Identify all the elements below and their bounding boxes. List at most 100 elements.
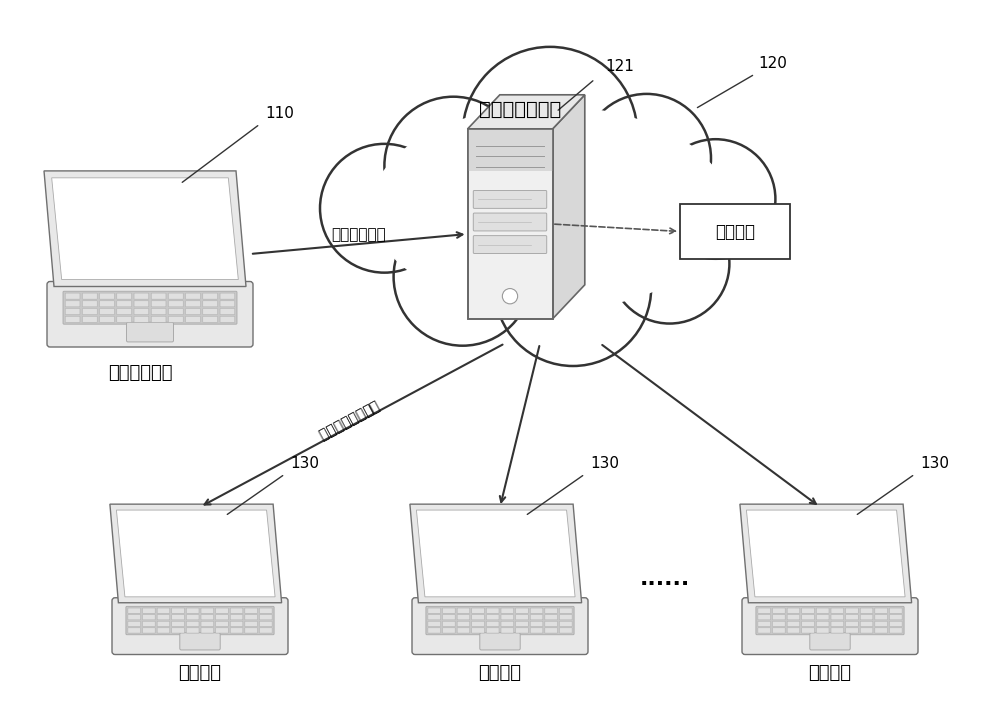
- FancyBboxPatch shape: [201, 621, 214, 626]
- FancyBboxPatch shape: [172, 621, 184, 626]
- Polygon shape: [468, 95, 585, 129]
- FancyBboxPatch shape: [151, 293, 166, 299]
- FancyBboxPatch shape: [100, 308, 114, 315]
- FancyBboxPatch shape: [128, 615, 141, 620]
- Text: 头部诊室: 头部诊室: [178, 664, 222, 682]
- FancyBboxPatch shape: [172, 628, 184, 633]
- FancyBboxPatch shape: [172, 608, 184, 613]
- FancyBboxPatch shape: [443, 615, 455, 620]
- FancyBboxPatch shape: [756, 606, 904, 635]
- FancyBboxPatch shape: [201, 608, 214, 613]
- Circle shape: [384, 96, 522, 235]
- Polygon shape: [410, 504, 582, 603]
- FancyBboxPatch shape: [875, 621, 887, 626]
- FancyBboxPatch shape: [802, 628, 814, 633]
- FancyBboxPatch shape: [816, 608, 829, 613]
- FancyBboxPatch shape: [82, 293, 97, 299]
- FancyBboxPatch shape: [831, 615, 844, 620]
- FancyBboxPatch shape: [100, 316, 114, 322]
- FancyBboxPatch shape: [168, 293, 183, 299]
- FancyBboxPatch shape: [201, 615, 214, 620]
- FancyBboxPatch shape: [530, 615, 543, 620]
- FancyBboxPatch shape: [473, 236, 547, 253]
- FancyBboxPatch shape: [501, 608, 514, 613]
- FancyBboxPatch shape: [875, 628, 887, 633]
- FancyBboxPatch shape: [65, 316, 80, 322]
- FancyBboxPatch shape: [480, 633, 520, 650]
- FancyBboxPatch shape: [157, 628, 170, 633]
- Polygon shape: [552, 95, 585, 319]
- FancyBboxPatch shape: [860, 615, 873, 620]
- FancyBboxPatch shape: [128, 621, 141, 626]
- FancyBboxPatch shape: [245, 615, 257, 620]
- FancyBboxPatch shape: [472, 628, 484, 633]
- FancyBboxPatch shape: [530, 608, 543, 613]
- FancyBboxPatch shape: [846, 615, 858, 620]
- FancyBboxPatch shape: [157, 615, 170, 620]
- Text: 医学影像云平台: 医学影像云平台: [479, 99, 561, 119]
- FancyBboxPatch shape: [203, 308, 218, 315]
- FancyBboxPatch shape: [134, 301, 149, 307]
- FancyBboxPatch shape: [428, 608, 441, 613]
- FancyBboxPatch shape: [259, 621, 272, 626]
- FancyBboxPatch shape: [117, 308, 132, 315]
- FancyBboxPatch shape: [186, 615, 199, 620]
- FancyBboxPatch shape: [127, 322, 174, 342]
- FancyBboxPatch shape: [220, 301, 235, 307]
- FancyBboxPatch shape: [259, 608, 272, 613]
- FancyBboxPatch shape: [486, 628, 499, 633]
- FancyBboxPatch shape: [545, 628, 557, 633]
- FancyBboxPatch shape: [530, 621, 543, 626]
- FancyBboxPatch shape: [245, 621, 257, 626]
- Circle shape: [610, 204, 729, 323]
- FancyBboxPatch shape: [203, 316, 218, 322]
- FancyBboxPatch shape: [889, 628, 902, 633]
- FancyBboxPatch shape: [172, 615, 184, 620]
- FancyBboxPatch shape: [230, 621, 243, 626]
- FancyBboxPatch shape: [457, 621, 470, 626]
- FancyBboxPatch shape: [143, 615, 155, 620]
- FancyBboxPatch shape: [468, 129, 552, 171]
- Polygon shape: [740, 504, 912, 603]
- FancyBboxPatch shape: [143, 621, 155, 626]
- FancyBboxPatch shape: [680, 204, 790, 259]
- FancyBboxPatch shape: [846, 621, 858, 626]
- Circle shape: [582, 94, 711, 223]
- FancyBboxPatch shape: [245, 608, 257, 613]
- FancyBboxPatch shape: [889, 615, 902, 620]
- FancyBboxPatch shape: [559, 628, 572, 633]
- FancyBboxPatch shape: [472, 608, 484, 613]
- FancyBboxPatch shape: [180, 633, 220, 650]
- FancyBboxPatch shape: [203, 301, 218, 307]
- FancyBboxPatch shape: [220, 293, 235, 299]
- FancyBboxPatch shape: [758, 615, 771, 620]
- Polygon shape: [116, 510, 275, 597]
- FancyBboxPatch shape: [773, 608, 785, 613]
- Text: ......: ......: [640, 569, 690, 589]
- FancyBboxPatch shape: [412, 598, 588, 655]
- FancyBboxPatch shape: [860, 628, 873, 633]
- FancyBboxPatch shape: [201, 628, 214, 633]
- FancyBboxPatch shape: [151, 316, 166, 322]
- Text: 130: 130: [290, 456, 319, 471]
- FancyBboxPatch shape: [516, 628, 528, 633]
- FancyBboxPatch shape: [134, 316, 149, 322]
- FancyBboxPatch shape: [230, 615, 243, 620]
- Text: 医学影像科室: 医学影像科室: [108, 364, 172, 382]
- FancyBboxPatch shape: [216, 621, 228, 626]
- FancyBboxPatch shape: [810, 633, 850, 650]
- FancyBboxPatch shape: [65, 308, 80, 315]
- FancyBboxPatch shape: [143, 608, 155, 613]
- FancyBboxPatch shape: [516, 615, 528, 620]
- FancyBboxPatch shape: [545, 621, 557, 626]
- FancyBboxPatch shape: [134, 293, 149, 299]
- FancyBboxPatch shape: [82, 301, 97, 307]
- FancyBboxPatch shape: [816, 628, 829, 633]
- FancyBboxPatch shape: [875, 608, 887, 613]
- FancyBboxPatch shape: [501, 621, 514, 626]
- FancyBboxPatch shape: [259, 615, 272, 620]
- FancyBboxPatch shape: [773, 628, 785, 633]
- FancyBboxPatch shape: [428, 621, 441, 626]
- FancyBboxPatch shape: [100, 293, 114, 299]
- Circle shape: [656, 139, 775, 258]
